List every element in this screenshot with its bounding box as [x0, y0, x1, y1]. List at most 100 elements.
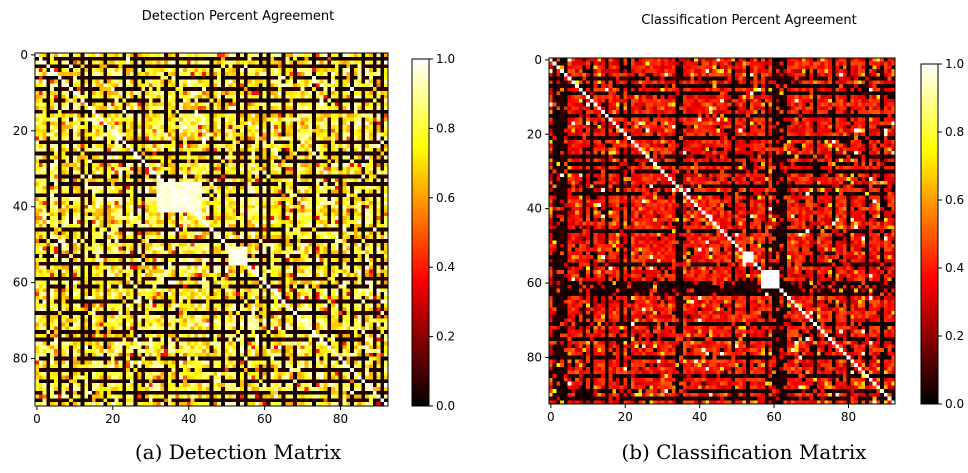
- heatmap-cell: [270, 235, 275, 240]
- heatmap-cell: [266, 174, 271, 179]
- heatmap-cell: [384, 117, 389, 122]
- heatmap-cell: [91, 220, 97, 225]
- heatmap-cell: [129, 90, 135, 96]
- heatmap-cell: [164, 121, 169, 126]
- heatmap-cell: [95, 155, 100, 160]
- heatmap-cell: [251, 238, 256, 244]
- heatmap-cell: [69, 159, 74, 164]
- heatmap-cell: [308, 216, 313, 221]
- heatmap-cell: [350, 121, 355, 126]
- heatmap-cell: [217, 250, 222, 255]
- heatmap-cell: [137, 204, 142, 209]
- heatmap-cell: [122, 71, 127, 77]
- heatmap-cell: [236, 102, 241, 107]
- heatmap-cell: [300, 227, 305, 232]
- heatmap-cell: [179, 201, 184, 206]
- heatmap-cell: [304, 204, 309, 209]
- heatmap-cell: [319, 151, 324, 156]
- heatmap-cell: [274, 227, 279, 232]
- heatmap-cell: [69, 231, 74, 236]
- heatmap-cell: [296, 238, 302, 244]
- heatmap-cell: [35, 125, 40, 130]
- heatmap-cell: [107, 136, 112, 141]
- heatmap-cell: [129, 109, 135, 115]
- heatmap-cell: [141, 220, 146, 225]
- heatmap-cell: [50, 163, 55, 168]
- heatmap-cell: [319, 109, 324, 115]
- heatmap-cell: [369, 201, 374, 206]
- heatmap-cell: [99, 132, 104, 137]
- heatmap-cell: [270, 106, 275, 111]
- heatmap-cell: [122, 231, 127, 236]
- heatmap-cell: [175, 56, 180, 61]
- heatmap-cell: [258, 223, 264, 228]
- heatmap-cell: [220, 53, 226, 58]
- heatmap-cell: [171, 71, 176, 77]
- heatmap-cell: [334, 163, 340, 168]
- heatmap-cell: [308, 151, 313, 156]
- heatmap-cell: [255, 113, 260, 118]
- heatmap-cell: [190, 204, 195, 209]
- heatmap-cell: [88, 140, 93, 145]
- heatmap-cell: [220, 151, 226, 156]
- heatmap-cell: [281, 87, 286, 92]
- heatmap-cell: [334, 71, 340, 77]
- heatmap-cell: [65, 223, 70, 228]
- heatmap-cell: [175, 185, 180, 190]
- heatmap-cell: [183, 201, 188, 206]
- heatmap-cell: [46, 79, 51, 84]
- heatmap-cell: [107, 197, 112, 202]
- heatmap-cell: [179, 102, 184, 107]
- heatmap-cell: [186, 147, 191, 153]
- heatmap-cell: [357, 163, 362, 168]
- heatmap-cell: [202, 231, 207, 236]
- heatmap-cell: [152, 163, 157, 168]
- heatmap-cell: [342, 163, 347, 168]
- heatmap-cell: [213, 155, 218, 160]
- heatmap-cell: [384, 132, 389, 137]
- heatmap-cell: [274, 125, 279, 130]
- heatmap-cell: [186, 254, 191, 259]
- heatmap-cell: [236, 242, 241, 247]
- heatmap-cell: [69, 235, 74, 240]
- heatmap-cell: [258, 201, 264, 206]
- heatmap-cell: [72, 144, 78, 149]
- heatmap-cell: [57, 68, 62, 73]
- heatmap-cell: [353, 227, 358, 232]
- heatmap-cell: [312, 136, 317, 141]
- heatmap-cell: [327, 140, 332, 145]
- heatmap-cell: [285, 242, 290, 247]
- heatmap-cell: [304, 64, 309, 69]
- heatmap-cell: [342, 87, 347, 92]
- heatmap-cell: [38, 227, 43, 232]
- heatmap-cell: [103, 235, 108, 240]
- heatmap-cell: [69, 242, 74, 247]
- heatmap-cell: [365, 166, 370, 172]
- heatmap-cell: [304, 75, 309, 80]
- heatmap-cell: [228, 151, 233, 156]
- heatmap-cell: [179, 185, 184, 190]
- heatmap-cell: [103, 87, 108, 92]
- heatmap-cell: [110, 170, 116, 175]
- heatmap-cell: [175, 174, 180, 179]
- heatmap-cell: [110, 144, 116, 149]
- heatmap-cell: [118, 106, 123, 111]
- heatmap-cell: [342, 197, 347, 202]
- heatmap-cell: [65, 75, 70, 80]
- heatmap-cell: [228, 83, 233, 88]
- heatmap-cell: [346, 113, 351, 118]
- heatmap-cell: [327, 220, 332, 225]
- heatmap-cell: [38, 208, 43, 213]
- heatmap-cell: [353, 147, 358, 153]
- heatmap-cell: [76, 193, 81, 198]
- heatmap-cell: [91, 60, 97, 65]
- heatmap-cell: [194, 216, 199, 221]
- heatmap-cell: [42, 75, 47, 80]
- heatmap-cell: [209, 87, 214, 92]
- heatmap-cell: [236, 223, 241, 228]
- heatmap-cell: [331, 75, 336, 80]
- heatmap-cell: [293, 246, 298, 251]
- heatmap-cell: [376, 125, 381, 130]
- heatmap-cell: [80, 182, 85, 187]
- heatmap-cell: [220, 254, 226, 259]
